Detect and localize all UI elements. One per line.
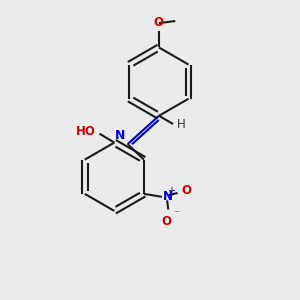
Text: O: O (153, 16, 163, 29)
Text: O: O (162, 215, 172, 228)
Text: H: H (177, 118, 186, 131)
Text: HO: HO (76, 125, 96, 138)
Text: O: O (181, 184, 191, 197)
Text: ⁻: ⁻ (174, 209, 179, 219)
Text: N: N (115, 129, 125, 142)
Text: +: + (167, 187, 175, 196)
Text: N: N (163, 190, 173, 203)
